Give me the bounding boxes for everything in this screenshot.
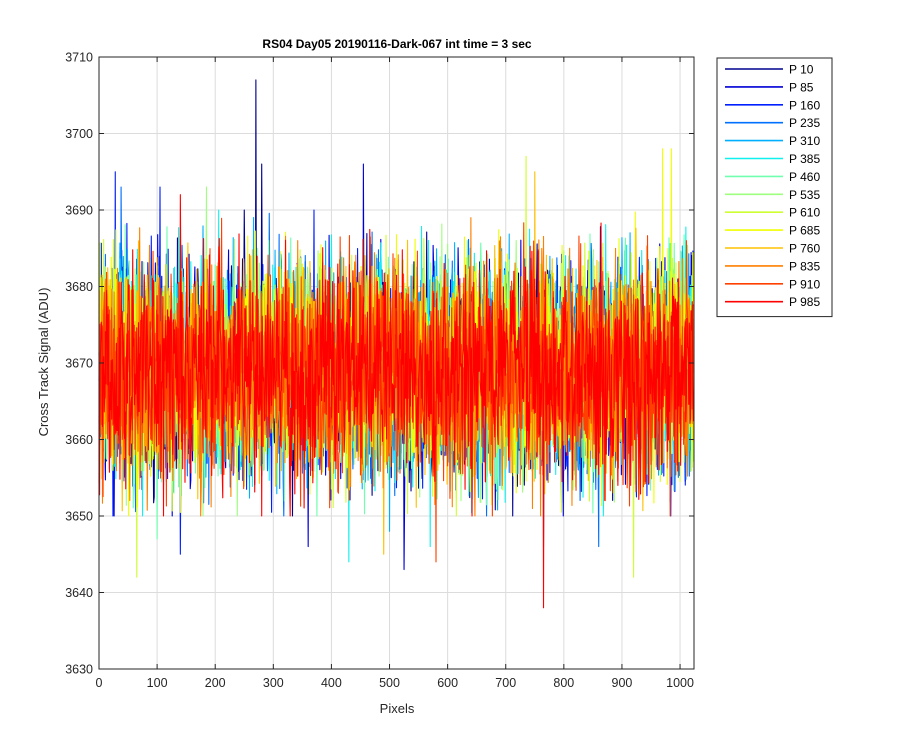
x-axis-label: Pixels [380,701,415,716]
legend-entry: P 835 [789,259,820,273]
x-tick-label: 900 [612,676,633,690]
legend-entry: P 535 [789,188,820,202]
legend-entry: P 385 [789,152,820,166]
legend-entry: P 310 [789,134,820,148]
y-tick-label: 3630 [65,663,93,677]
x-tick-label: 0 [96,676,103,690]
x-tick-label: 800 [553,676,574,690]
legend: P 10 P 85 P 160 P 235 P 310 P 385 P 460 P 535 P … [716,57,833,318]
y-tick-label: 3640 [65,586,93,600]
y-tick-label: 3710 [65,51,93,65]
series-lines [98,79,694,609]
legend-entry: P 85 [789,80,814,94]
legend-box [716,57,833,318]
legend-entry: P 10 [789,63,814,77]
chart-title: RS04 Day05 20190116-Dark-067 int time = … [262,37,532,51]
x-tick-label: 200 [205,676,226,690]
x-tick-label: 100 [147,676,168,690]
legend-entry: P 910 [789,277,820,291]
x-tick-label: 1000 [666,676,694,690]
legend-entry: P 985 [789,295,820,309]
y-axis-label: Cross Track Signal (ADU) [36,288,51,437]
y-tick-label: 3700 [65,127,93,141]
legend-entry: P 235 [789,116,820,130]
y-tick-label: 3680 [65,280,93,294]
legend-entry: P 460 [789,170,820,184]
legend-entry: P 160 [789,98,820,112]
legend-entry: P 760 [789,242,820,256]
x-tick-label: 500 [379,676,400,690]
x-tick-label: 400 [321,676,342,690]
y-tick-label: 3650 [65,510,93,524]
x-tick-label: 600 [437,676,458,690]
x-tick-label: 700 [495,676,516,690]
y-tick-label: 3690 [65,204,93,218]
legend-entry: P 685 [789,224,820,238]
series-line-p985 [98,194,694,609]
axis-ticks: 0 100 200 300 400 500 600 700 800 900 1000 3630 3640… [65,51,694,691]
legend-entry: P 610 [789,206,820,220]
y-tick-label: 3670 [65,357,93,371]
y-tick-label: 3660 [65,433,93,447]
x-tick-label: 300 [263,676,284,690]
